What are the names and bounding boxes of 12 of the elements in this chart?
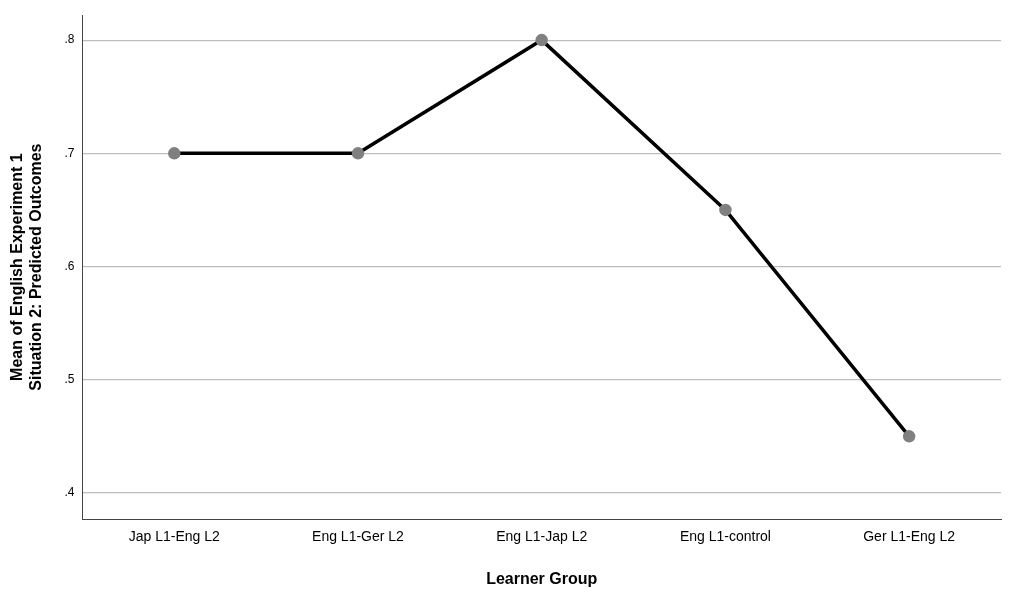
x-tick-label: Jap L1-Eng L2 [128, 528, 221, 545]
x-axis-title: Learner Group [486, 569, 598, 587]
x-tick-label: Eng L1-control [679, 528, 771, 545]
x-tick-label: Eng L1-Jap L2 [496, 528, 588, 545]
y-tick-label: .5 [64, 372, 75, 387]
x-tick-label: Eng L1-Ger L2 [312, 528, 405, 545]
y-tick-label: .4 [64, 485, 75, 500]
y-tick-label: .7 [64, 145, 75, 160]
y-tick-label: .8 [64, 32, 75, 47]
x-tick-label: Ger L1-Eng L2 [863, 528, 956, 545]
y-axis-title: Mean of English Experiment 1 Situation 2: Predicted Outcomes [8, 143, 45, 391]
y-tick-label: .6 [64, 258, 75, 273]
